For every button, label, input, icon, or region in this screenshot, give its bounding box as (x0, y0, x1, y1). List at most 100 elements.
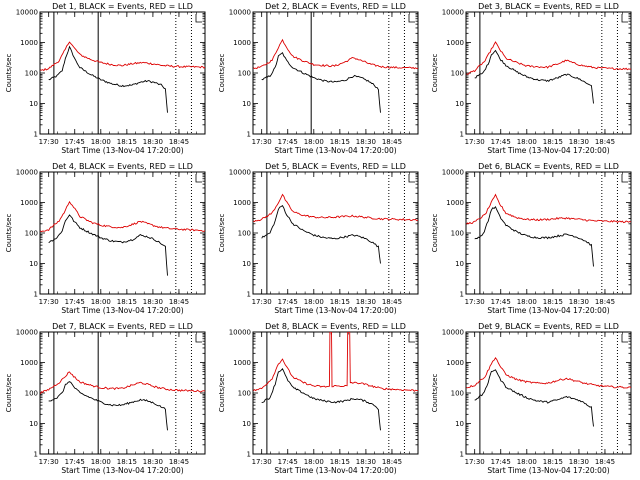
x-tick-label: 18:45 (595, 458, 615, 466)
x-tick-label: 18:45 (382, 458, 402, 466)
x-tick-label: 17:45 (65, 458, 85, 466)
plot-frame (39, 331, 206, 455)
x-tick-label: 18:15 (330, 138, 350, 146)
x-tick-label: 18:00 (91, 458, 111, 466)
x-tick-label: 17:45 (491, 298, 511, 306)
x-tick-label: 18:30 (143, 298, 163, 306)
series-events-line (474, 49, 594, 104)
x-tick-label: 17:30 (252, 138, 272, 146)
y-tick-label: 10000 (229, 169, 251, 177)
series-events-line (261, 368, 381, 431)
corner-marker (408, 14, 415, 23)
y-tick-label: 1 (460, 291, 464, 299)
y-tick-label: 1000 (20, 199, 38, 207)
panel-title: Det 7, BLACK = Events, RED = LLD (52, 322, 193, 331)
x-tick-label: 18:30 (356, 298, 376, 306)
y-tick-label: 10000 (442, 169, 464, 177)
x-axis-label: Start Time (13-Nov-04 17:20:00) (487, 306, 609, 315)
x-tick-label: 18:30 (143, 138, 163, 146)
x-tick-label: 18:00 (304, 458, 324, 466)
y-tick-label: 100 (238, 70, 251, 78)
x-tick-label: 18:45 (382, 298, 402, 306)
y-tick-label: 10 (29, 100, 38, 108)
x-tick-label: 18:15 (117, 298, 137, 306)
x-tick-label: 18:45 (169, 138, 189, 146)
x-axis-label: Start Time (13-Nov-04 17:20:00) (274, 466, 396, 475)
series-lld-line (466, 193, 631, 225)
y-axis-label: Counts/sec (5, 374, 13, 413)
x-axis-label: Start Time (13-Nov-04 17:20:00) (61, 146, 183, 155)
y-tick-label: 10 (242, 420, 251, 428)
y-tick-label: 1 (247, 131, 251, 139)
series-lld-line (253, 332, 418, 392)
corner-marker (621, 174, 628, 183)
x-tick-label: 18:30 (356, 458, 376, 466)
plot-frame (252, 11, 419, 135)
x-tick-label: 18:30 (356, 138, 376, 146)
y-tick-label: 1 (247, 291, 251, 299)
x-tick-label: 17:30 (465, 298, 485, 306)
y-tick-label: 100 (25, 230, 38, 238)
y-tick-label: 1000 (233, 39, 251, 47)
x-tick-label: 17:30 (252, 458, 272, 466)
corner-marker (408, 334, 415, 343)
series-lld-line (40, 41, 205, 72)
y-axis-label: Counts/sec (218, 374, 226, 413)
x-tick-label: 18:15 (330, 298, 350, 306)
series-events-line (261, 51, 381, 113)
y-tick-label: 1 (460, 131, 464, 139)
x-tick-label: 18:00 (304, 138, 324, 146)
series-lld-line (253, 193, 418, 223)
series-events-line (48, 214, 168, 276)
corner-marker (621, 14, 628, 23)
y-tick-label: 1000 (446, 199, 464, 207)
panel-title: Det 6, BLACK = Events, RED = LLD (478, 162, 619, 171)
corner-marker (195, 174, 202, 183)
panel-title: Det 4, BLACK = Events, RED = LLD (52, 162, 193, 171)
series-events-line (474, 369, 594, 427)
corner-marker (195, 334, 202, 343)
detector-panel-7: Det 7, BLACK = Events, RED = LLD 1 10 100 10… (5, 322, 206, 475)
y-tick-label: 10 (29, 420, 38, 428)
y-tick-label: 100 (451, 230, 464, 238)
x-tick-label: 17:30 (39, 138, 59, 146)
x-tick-label: 17:30 (465, 458, 485, 466)
x-tick-label: 18:15 (117, 138, 137, 146)
x-tick-label: 17:45 (278, 138, 298, 146)
y-tick-label: 100 (451, 390, 464, 398)
x-tick-label: 17:45 (65, 138, 85, 146)
plot-frame (465, 171, 632, 295)
x-tick-label: 17:45 (491, 138, 511, 146)
plot-frame (39, 11, 206, 135)
y-tick-label: 100 (238, 390, 251, 398)
corner-marker (195, 14, 202, 23)
panel-title: Det 2, BLACK = Events, RED = LLD (265, 2, 406, 11)
x-tick-label: 18:15 (543, 298, 563, 306)
plot-frame (465, 331, 632, 455)
x-tick-label: 17:30 (39, 458, 59, 466)
detector-panel-5: Det 5, BLACK = Events, RED = LLD 1 10 100 10… (218, 162, 419, 315)
y-axis-label: Counts/sec (218, 54, 226, 93)
series-events-line (474, 205, 594, 267)
y-tick-label: 10000 (16, 9, 38, 17)
series-events-line (48, 45, 168, 113)
x-tick-label: 18:15 (543, 458, 563, 466)
panel-title: Det 8, BLACK = Events, RED = LLD (265, 322, 406, 331)
y-axis-label: Counts/sec (431, 214, 439, 253)
y-tick-label: 100 (238, 230, 251, 238)
y-axis-label: Counts/sec (431, 374, 439, 413)
series-lld-line (253, 38, 418, 70)
x-tick-label: 17:30 (465, 138, 485, 146)
x-axis-label: Start Time (13-Nov-04 17:20:00) (274, 146, 396, 155)
x-tick-label: 18:45 (382, 138, 402, 146)
x-tick-label: 18:15 (330, 458, 350, 466)
x-tick-label: 18:30 (569, 458, 589, 466)
y-tick-label: 1000 (233, 359, 251, 367)
series-events-line (261, 204, 381, 264)
y-tick-label: 1000 (20, 39, 38, 47)
y-tick-label: 10000 (16, 329, 38, 337)
y-tick-label: 1 (34, 131, 38, 139)
y-tick-label: 10000 (229, 329, 251, 337)
panel-title: Det 3, BLACK = Events, RED = LLD (478, 2, 619, 11)
